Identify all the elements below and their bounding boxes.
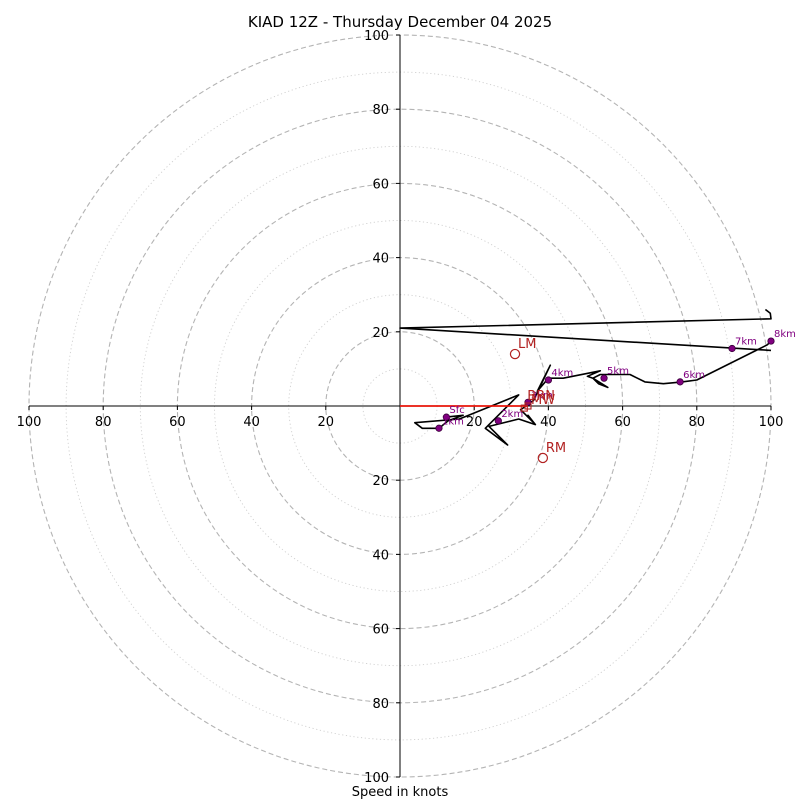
height-point-label: Sfc (449, 405, 464, 416)
x-tick-label: 40 (540, 415, 557, 430)
height-point-marker (494, 417, 502, 425)
height-point-label: 2km (501, 409, 523, 420)
y-tick-label: 40 (372, 548, 389, 563)
height-point-marker (676, 378, 684, 386)
storm-motion-label: RM (546, 441, 566, 456)
height-point-marker (767, 337, 775, 345)
wind-trace-line (413, 340, 772, 446)
height-point-marker (728, 344, 736, 353)
x-tick-label: 100 (17, 415, 42, 430)
height-point-label: 8km (774, 329, 796, 340)
storm-motion-label: LM (518, 337, 536, 352)
y-tick-label: 80 (372, 103, 389, 118)
y-tick-label: 40 (372, 252, 389, 267)
y-tick-label: 20 (372, 326, 389, 341)
x-tick-label: 20 (466, 415, 483, 430)
x-tick-label: 40 (243, 415, 260, 430)
x-tick-label: 80 (689, 415, 706, 430)
height-point-label: 3km (531, 390, 553, 401)
height-point-label: 6km (683, 370, 705, 381)
height-point-label: 1km (442, 416, 464, 427)
y-tick-label: 100 (364, 771, 389, 786)
storm-motion-marker (537, 452, 549, 464)
y-tick-label: 60 (372, 177, 389, 192)
axes: 100 80 60 40 20 20 40 60 80 100 100 80 60 40 20 20 40 60 8… (17, 29, 784, 786)
height-point-marker (544, 376, 553, 384)
y-tick-label: 60 (372, 623, 389, 638)
y-tick-label: 80 (372, 697, 389, 712)
storm-motion-marker (509, 348, 521, 360)
x-tick-label: 60 (169, 415, 186, 430)
hodograph-trace (399, 308, 772, 446)
height-point-marker (442, 413, 450, 421)
brn-marker (520, 404, 528, 412)
height-point-marker (600, 374, 608, 382)
height-point-marker (435, 424, 443, 432)
wind-trace-upper-line (399, 308, 772, 352)
height-point-label: 4km (551, 368, 573, 379)
height-point-marker (524, 398, 532, 406)
brn-label: BRN (527, 389, 555, 404)
mean-wind-label: MW (531, 393, 555, 408)
x-tick-label: 60 (614, 415, 631, 430)
x-tick-label: 100 (759, 415, 784, 430)
y-tick-label: 20 (372, 474, 389, 489)
mean-wind-marker (524, 402, 532, 410)
height-point-label: 5km (607, 366, 629, 377)
y-tick-label: 100 (364, 29, 389, 44)
chart-title: KIAD 12Z - Thursday December 04 2025 (248, 13, 552, 31)
x-tick-label: 80 (95, 415, 112, 430)
x-axis-label: Speed in knots (352, 785, 449, 800)
height-point-label: 7km (735, 336, 757, 347)
x-tick-label: 20 (318, 415, 335, 430)
